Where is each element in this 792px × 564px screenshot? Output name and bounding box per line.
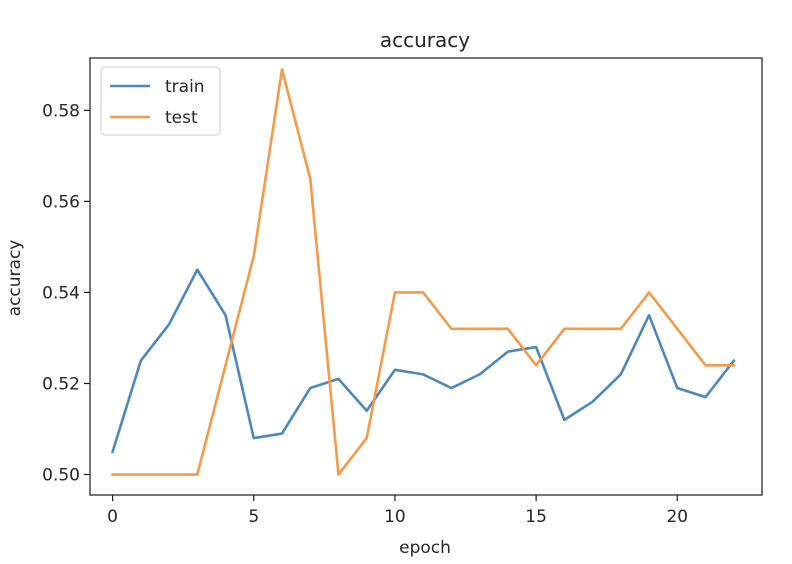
legend: train test [100, 66, 221, 136]
x-tick-label: 5 [248, 507, 259, 527]
plot-frame [89, 57, 763, 496]
y-tick-label: 0.50 [42, 466, 80, 486]
chart-title: accuracy [380, 28, 470, 52]
series-line-test [111, 68, 736, 476]
x-tick-label: 0 [107, 507, 118, 527]
y-axis-label: accuracy [5, 240, 25, 317]
x-tick-label: 10 [384, 507, 406, 527]
x-tick-label: 20 [666, 507, 688, 527]
series-layer [110, 68, 736, 476]
y-tick-label: 0.52 [42, 374, 80, 394]
x-axis-label: epoch [399, 538, 451, 558]
y-tick-label: 0.58 [42, 101, 80, 121]
y-tick-label: 0.56 [42, 192, 80, 212]
y-tick-label: 0.54 [42, 283, 80, 303]
ticks-layer: 0 5 10 15 20 0.50 0.52 0.54 0.56 0.58 [42, 101, 688, 527]
series-line-train [110, 268, 736, 454]
legend-label-train: train [165, 77, 205, 97]
legend-label-test: test [165, 108, 198, 128]
x-tick-label: 15 [525, 507, 547, 527]
